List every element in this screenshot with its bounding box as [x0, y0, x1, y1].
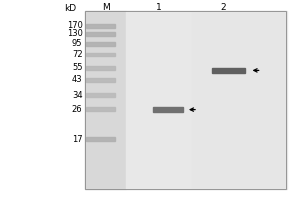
- Text: M: M: [102, 3, 110, 12]
- Text: 72: 72: [72, 50, 83, 59]
- Bar: [86, 78, 115, 82]
- Text: 43: 43: [72, 75, 83, 84]
- Bar: [153, 107, 183, 112]
- Text: 26: 26: [72, 104, 83, 114]
- Bar: [86, 32, 115, 36]
- Text: 130: 130: [67, 29, 82, 38]
- Text: 170: 170: [67, 21, 82, 30]
- Bar: [86, 24, 115, 28]
- Bar: [86, 66, 115, 70]
- Bar: [86, 93, 115, 97]
- Text: 2: 2: [221, 3, 226, 12]
- Bar: [85, 11, 126, 189]
- Bar: [85, 11, 286, 189]
- Text: 34: 34: [72, 90, 83, 99]
- Bar: [85, 11, 286, 189]
- Bar: [86, 42, 115, 46]
- Text: 55: 55: [72, 64, 83, 72]
- Bar: [126, 11, 192, 189]
- Text: kD: kD: [64, 4, 76, 13]
- Bar: [212, 68, 244, 73]
- Text: 1: 1: [156, 3, 162, 12]
- Bar: [86, 137, 115, 141]
- Text: 17: 17: [72, 134, 83, 144]
- Bar: [86, 107, 115, 111]
- Bar: [86, 53, 115, 56]
- Text: 95: 95: [72, 40, 83, 48]
- Bar: [192, 11, 286, 189]
